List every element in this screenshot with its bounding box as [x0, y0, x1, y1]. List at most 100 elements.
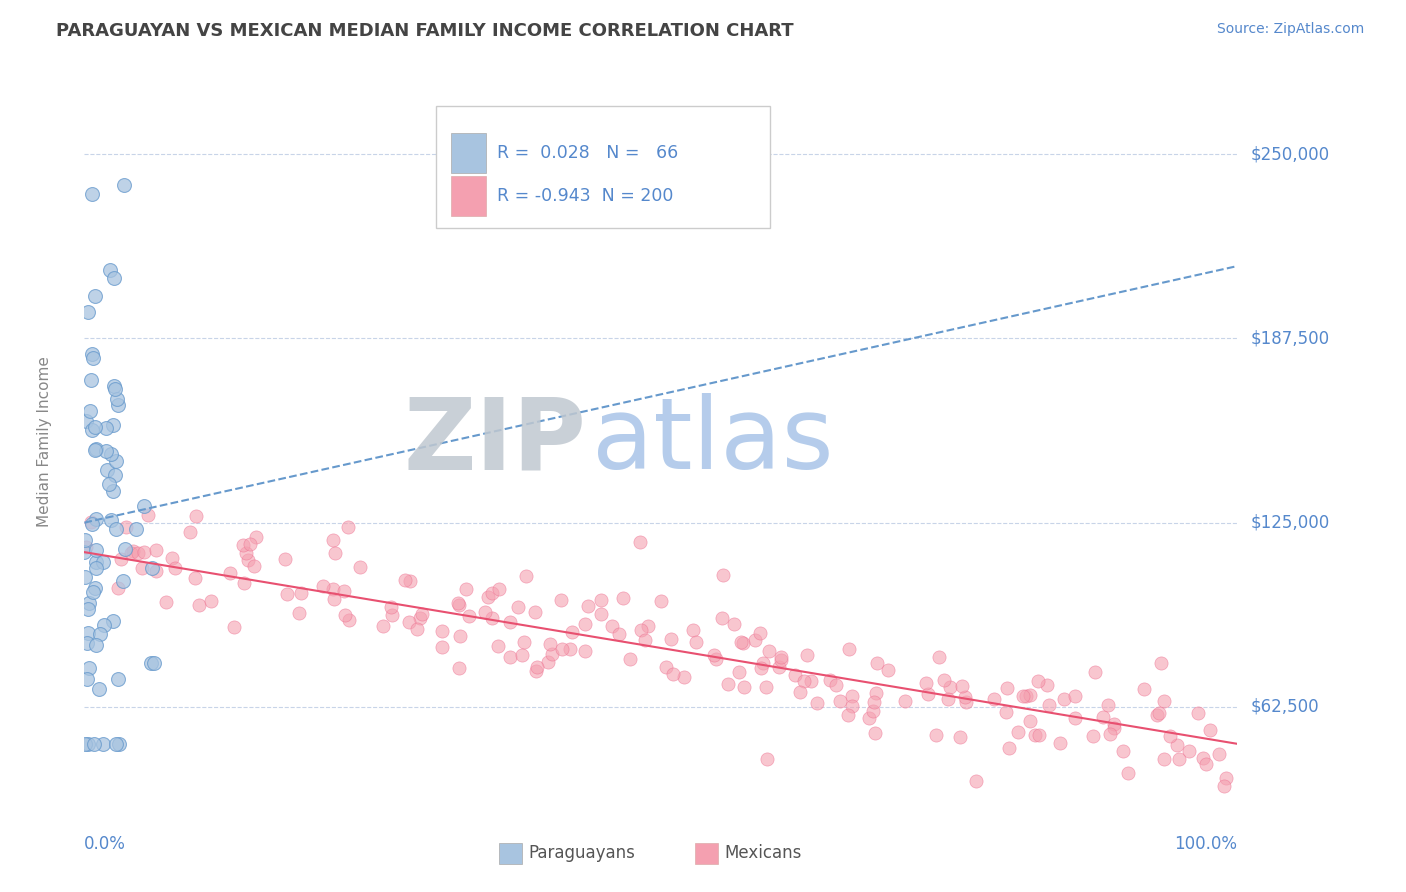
Text: $250,000: $250,000 — [1251, 145, 1330, 163]
Point — [186, 508, 208, 523]
Point — [1116, 766, 1139, 780]
Point — [893, 694, 915, 708]
Point — [84, 555, 107, 569]
FancyBboxPatch shape — [451, 176, 485, 216]
Point — [1112, 744, 1135, 758]
Point — [91, 737, 114, 751]
Point — [768, 660, 790, 674]
Point — [630, 623, 652, 637]
Point — [83, 737, 105, 751]
Text: PARAGUAYAN VS MEXICAN MEDIAN FAMILY INCOME CORRELATION CHART: PARAGUAYAN VS MEXICAN MEDIAN FAMILY INCO… — [56, 22, 794, 40]
Point — [127, 546, 149, 560]
Point — [634, 632, 657, 647]
Point — [524, 606, 547, 620]
Point — [98, 476, 121, 491]
Text: ZIP: ZIP — [404, 393, 586, 490]
Point — [917, 688, 939, 702]
Text: R =  0.028   N =   66: R = 0.028 N = 66 — [498, 145, 678, 162]
FancyBboxPatch shape — [499, 843, 523, 864]
Point — [125, 523, 148, 537]
Point — [1195, 756, 1218, 771]
Point — [312, 579, 335, 593]
Point — [561, 625, 583, 640]
Point — [84, 542, 107, 557]
Point — [1159, 729, 1181, 743]
Point — [498, 615, 520, 629]
Point — [995, 681, 1018, 696]
Point — [730, 635, 752, 649]
Point — [600, 619, 623, 633]
Point — [79, 596, 101, 610]
Point — [290, 585, 312, 599]
Text: $187,500: $187,500 — [1251, 329, 1330, 347]
Point — [672, 670, 695, 684]
Point — [77, 660, 100, 674]
Point — [84, 512, 107, 526]
Point — [682, 623, 704, 637]
Point — [84, 639, 107, 653]
Point — [104, 382, 127, 396]
Point — [477, 590, 499, 604]
Point — [337, 613, 360, 627]
Point — [1102, 721, 1125, 735]
Point — [955, 690, 977, 704]
Point — [163, 561, 186, 575]
Point — [103, 379, 125, 393]
Point — [751, 657, 773, 671]
Point — [748, 626, 770, 640]
Point — [430, 624, 453, 639]
Point — [77, 304, 100, 318]
Point — [711, 567, 734, 582]
Point — [965, 773, 987, 788]
Point — [488, 582, 510, 597]
Text: Median Family Income: Median Family Income — [37, 356, 52, 527]
Point — [955, 695, 977, 709]
Point — [936, 692, 959, 706]
Text: atlas: atlas — [592, 393, 834, 490]
Point — [274, 552, 297, 566]
Point — [818, 673, 841, 688]
Point — [550, 642, 572, 657]
Point — [430, 640, 453, 654]
Point — [143, 656, 166, 670]
Text: Source: ZipAtlas.com: Source: ZipAtlas.com — [1216, 22, 1364, 37]
Point — [82, 351, 104, 366]
FancyBboxPatch shape — [436, 105, 770, 228]
Point — [80, 517, 103, 532]
Point — [474, 605, 496, 619]
Point — [789, 685, 811, 699]
Point — [200, 594, 222, 608]
Point — [80, 515, 103, 529]
Point — [76, 602, 98, 616]
Point — [122, 544, 145, 558]
Point — [749, 661, 772, 675]
Point — [1098, 726, 1121, 740]
Point — [145, 543, 167, 558]
Point — [841, 690, 863, 704]
Point — [1081, 729, 1104, 743]
Point — [76, 672, 98, 686]
Point — [486, 640, 509, 654]
Point — [800, 673, 823, 688]
Point — [449, 629, 471, 643]
Point — [83, 289, 105, 303]
Point — [1208, 747, 1230, 761]
Point — [131, 561, 153, 575]
Point — [1097, 698, 1119, 712]
Point — [333, 608, 356, 623]
Point — [75, 540, 97, 554]
Point — [1012, 689, 1035, 703]
Point — [82, 585, 104, 599]
Point — [322, 582, 344, 596]
Point — [105, 522, 128, 536]
Point — [862, 695, 884, 709]
Point — [704, 652, 727, 666]
Point — [104, 454, 127, 468]
Point — [114, 520, 136, 534]
Point — [863, 726, 886, 740]
FancyBboxPatch shape — [696, 843, 718, 864]
Point — [607, 627, 630, 641]
Point — [806, 696, 828, 710]
Point — [755, 681, 778, 695]
Point — [101, 615, 124, 629]
